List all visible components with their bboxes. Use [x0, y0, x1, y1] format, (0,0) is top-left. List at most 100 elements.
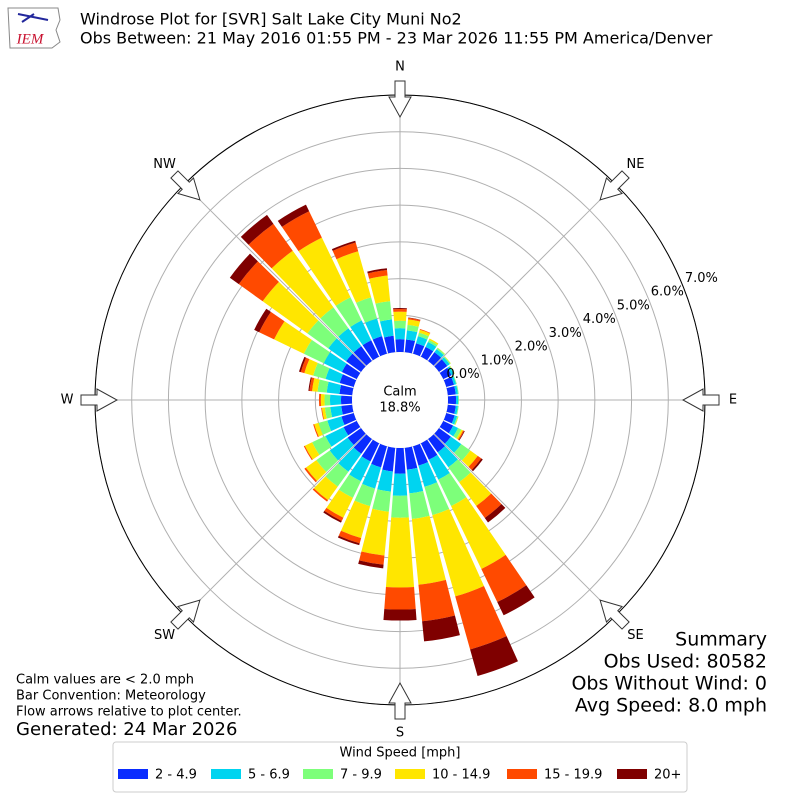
bar-segment	[332, 242, 359, 260]
bar-segment	[320, 394, 325, 406]
bar-segment	[443, 356, 451, 365]
bar-segment	[454, 416, 459, 425]
bar-segment	[361, 508, 389, 556]
flow-arrow	[599, 599, 630, 630]
bar-segment	[427, 339, 438, 347]
bar-segment	[443, 376, 454, 388]
radial-tick-label: 4.0%	[583, 312, 616, 327]
bar-segment	[458, 430, 465, 441]
grid-spoke	[433, 183, 617, 367]
bar-segment	[259, 311, 285, 340]
bar-segment	[330, 405, 343, 418]
bar-segment	[369, 275, 391, 304]
bar-segment	[453, 427, 462, 439]
bar-segment	[303, 339, 331, 364]
bar-segment	[337, 535, 360, 546]
bar-segment	[406, 324, 419, 333]
bar-segment	[459, 472, 492, 507]
calm-value: 18.8%	[379, 401, 420, 416]
bar-segment	[277, 204, 310, 227]
bar-segment	[312, 488, 329, 502]
bar-segment	[324, 394, 331, 406]
summary-line: Summary	[675, 629, 767, 651]
bar-segment	[317, 379, 329, 393]
bar-segment	[449, 365, 455, 374]
bar-segment	[367, 270, 388, 279]
bar-segment	[415, 336, 428, 347]
bar-segment	[454, 444, 471, 461]
bar-segment	[304, 467, 318, 483]
bar-segment	[325, 427, 349, 447]
bar-segment	[406, 330, 418, 342]
bar-segment	[394, 320, 406, 329]
grid-spoke	[183, 433, 367, 617]
bar-segment	[353, 346, 372, 366]
bar-segment	[391, 495, 409, 518]
bar-segment	[377, 469, 393, 492]
bar-segment	[359, 551, 385, 565]
compass-label: SE	[627, 628, 643, 643]
bar-segment	[446, 386, 456, 396]
bar-segment	[451, 415, 458, 425]
bar-segment	[320, 307, 349, 337]
bar-segment	[393, 307, 407, 310]
bar-segment	[372, 489, 391, 512]
bar-segment	[434, 349, 444, 358]
bar-segment	[392, 473, 408, 496]
bar-segment	[468, 455, 482, 470]
calm-label: Calm	[383, 385, 416, 400]
bar-segment	[409, 490, 430, 519]
bar-segment	[367, 268, 388, 274]
legend-swatch	[395, 769, 425, 779]
bar-segment	[437, 446, 458, 468]
bar-segment	[481, 554, 527, 603]
bar-segment	[318, 393, 322, 407]
bar-segment	[341, 363, 361, 380]
bar-segment	[307, 320, 337, 349]
bar-segment	[335, 297, 362, 327]
bar-segment	[349, 456, 371, 482]
bar-segment	[456, 385, 459, 395]
bar-segment	[394, 328, 406, 340]
bar-segment	[404, 339, 416, 354]
bar-segment	[447, 366, 454, 376]
bar-segment	[425, 341, 437, 352]
bar-segment	[238, 261, 279, 302]
bar-segment	[343, 420, 361, 436]
bar-segment	[436, 347, 445, 356]
bar-segment	[313, 424, 319, 438]
bar-segment	[432, 509, 484, 597]
bar-segment	[471, 458, 483, 472]
bar-segment	[298, 237, 351, 306]
bar-segment	[326, 489, 353, 518]
bar-segment	[305, 460, 327, 481]
bar-segment	[304, 359, 318, 376]
bar-segment	[456, 405, 459, 415]
bar-segment	[428, 434, 446, 453]
bar-segment	[303, 445, 313, 461]
bar-segment	[441, 357, 450, 366]
bar-segment	[384, 586, 416, 610]
note: Calm values are < 2.0 mph	[16, 673, 194, 688]
bar-segment	[327, 416, 345, 432]
bar-segment	[411, 515, 446, 585]
bar-segment	[454, 385, 458, 395]
bar-segment	[420, 346, 434, 361]
bar-segment	[312, 435, 332, 455]
bar-segment	[340, 500, 371, 539]
bar-segment	[324, 507, 344, 521]
bar-segment	[424, 482, 450, 516]
bar-segment	[447, 395, 457, 405]
bar-segment	[383, 608, 417, 621]
bar-segment	[470, 636, 518, 676]
bar-segment	[323, 510, 342, 523]
bar-segment	[451, 376, 457, 385]
summary-line: Obs Used: 80582	[604, 651, 767, 673]
bar-segment	[407, 319, 421, 327]
bar-segment	[375, 301, 392, 322]
bar-segment	[299, 356, 307, 373]
logo: IEM	[7, 7, 61, 49]
bar-segment	[229, 253, 258, 285]
bar-segment	[444, 356, 451, 364]
bar-segment	[329, 437, 354, 461]
